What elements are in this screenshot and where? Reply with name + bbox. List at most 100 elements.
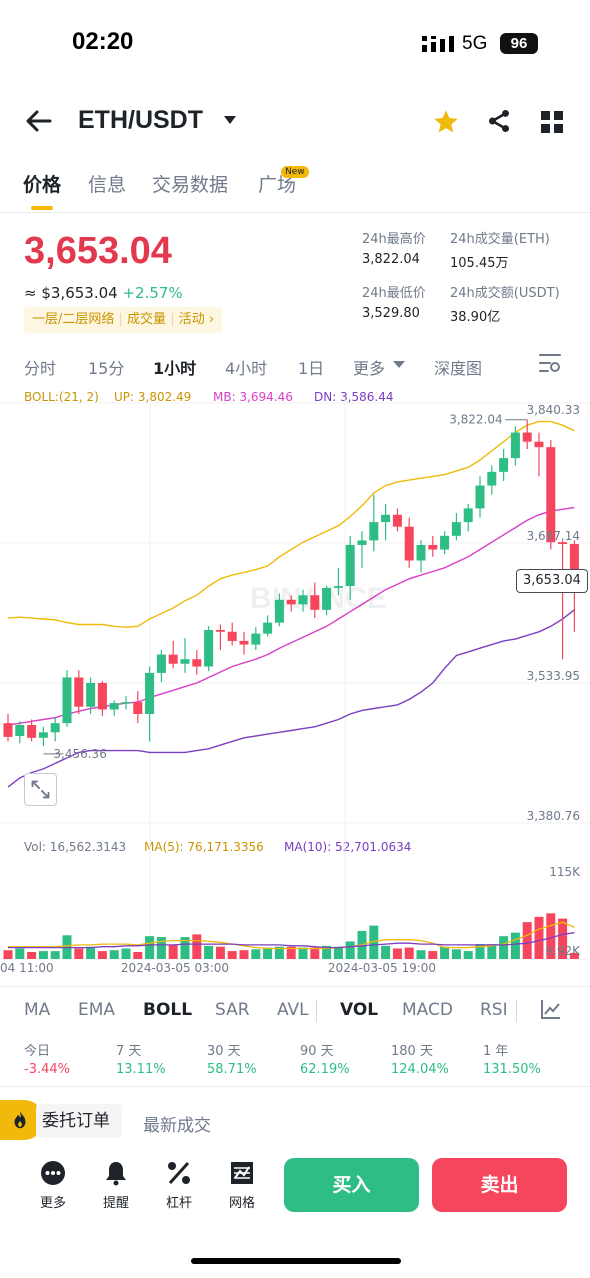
performance-period-label: 1 年 <box>483 1044 509 1059</box>
interval-15m[interactable]: 15分 <box>88 359 125 378</box>
grid-bot-icon <box>231 1162 253 1184</box>
volume-bar <box>15 948 25 959</box>
volume-bar <box>97 951 107 959</box>
tab-price[interactable]: 价格 <box>23 174 62 196</box>
indicator-settings-icon[interactable] <box>540 998 562 1020</box>
layout-grid-icon[interactable] <box>540 110 564 134</box>
volume-ma5-line <box>8 921 575 950</box>
tab-open-orders[interactable]: 委托订单 <box>36 1104 122 1138</box>
volume-bar <box>546 913 556 959</box>
candle-body <box>286 599 296 605</box>
chip-volume[interactable]: 成交量 <box>127 312 167 327</box>
interval-4h[interactable]: 4小时 <box>225 359 268 378</box>
indicator-ma[interactable]: MA <box>24 1000 51 1020</box>
volume-bar <box>381 945 391 959</box>
candle-body <box>534 441 544 448</box>
candle-body <box>546 447 556 543</box>
candle-body <box>298 595 308 605</box>
nav-grid[interactable]: 网格 <box>218 1160 266 1211</box>
volume-chart[interactable]: 115K 9.92K 04 11:00 2024-03-05 03:00 2024-03… <box>0 838 590 974</box>
interval-more[interactable]: 更多 <box>353 359 386 378</box>
signal-icon <box>422 36 454 52</box>
back-arrow-icon[interactable] <box>24 106 54 136</box>
performance-period-value: -3.44% <box>24 1062 70 1077</box>
volume-bar <box>440 946 450 959</box>
volume-bar <box>251 949 261 959</box>
nav-leverage[interactable]: 杠杆 <box>155 1160 203 1211</box>
caret-down-icon[interactable] <box>224 116 236 124</box>
chevron-right-icon[interactable]: › <box>208 312 215 327</box>
candle-body <box>369 522 379 541</box>
indicator-boll[interactable]: BOLL <box>143 1000 193 1020</box>
tab-trading-data[interactable]: 交易数据 <box>152 174 229 196</box>
candle-body <box>27 724 37 738</box>
percent-icon <box>168 1161 190 1185</box>
status-time: 02:20 <box>72 28 134 55</box>
buy-button[interactable]: 买入 <box>284 1158 419 1212</box>
candle-body <box>499 458 509 472</box>
share-icon[interactable] <box>486 108 512 134</box>
volume-bar <box>499 936 509 959</box>
home-indicator <box>191 1258 401 1264</box>
volume-bar <box>428 951 438 959</box>
candle-body <box>97 682 107 710</box>
pair-selector[interactable]: ETH/USDT <box>78 106 203 134</box>
interval-line[interactable]: 分时 <box>24 359 57 378</box>
indicator-rsi[interactable]: RSI <box>480 1000 508 1020</box>
volume-bar <box>133 951 143 959</box>
divider <box>0 986 590 987</box>
price-change: +2.57% <box>122 284 183 302</box>
volume-bar <box>463 951 473 959</box>
candle-body <box>145 672 155 715</box>
indicator-vol[interactable]: VOL <box>340 1000 379 1020</box>
performance-period-value: 58.71% <box>207 1062 257 1077</box>
volume-bar <box>451 949 461 959</box>
nav-grid-label: 网格 <box>228 1196 255 1211</box>
volume-bar <box>310 947 320 959</box>
sell-button[interactable]: 卖出 <box>432 1158 567 1212</box>
price-axis-label: 3,840.33 <box>527 403 580 417</box>
nav-more[interactable]: 更多 <box>29 1160 77 1211</box>
performance-period-value: 124.04% <box>391 1062 449 1077</box>
interval-1d[interactable]: 1日 <box>298 359 325 378</box>
volume-bar <box>180 937 190 959</box>
caret-down-icon[interactable] <box>393 361 405 368</box>
volume-bar <box>74 948 84 959</box>
interval-1h[interactable]: 1小时 <box>153 359 197 378</box>
chip-layer[interactable]: 一层/二层网络 <box>32 312 115 327</box>
favorite-star-icon[interactable] <box>432 108 460 136</box>
volume-bar <box>298 947 308 959</box>
performance-period-value: 13.11% <box>116 1062 166 1077</box>
candlestick-chart[interactable]: BINANCE 3,822.043,456.36 3,840.333,687.1… <box>0 398 590 838</box>
candle-body <box>192 659 202 667</box>
candle-body <box>251 633 261 645</box>
volume-bar <box>274 946 284 959</box>
candle-body <box>50 723 60 733</box>
vol-eth-label: 24h成交量(ETH) <box>450 232 550 247</box>
fiat-price-row: ≈ $3,653.04 +2.57% <box>24 284 183 302</box>
chart-settings-icon[interactable] <box>538 352 562 374</box>
chip-activity[interactable]: 活动 <box>178 312 205 327</box>
boll-mb-value: MB: 3,694.46 <box>213 390 293 404</box>
indicator-avl[interactable]: AVL <box>277 1000 309 1020</box>
low-value: 3,529.80 <box>362 306 420 321</box>
nav-alert[interactable]: 提醒 <box>92 1160 140 1211</box>
volume-bar <box>392 948 402 959</box>
volume-bar <box>109 950 119 959</box>
tag-chips[interactable]: 一层/二层网络 | 成交量 | 活动 › <box>24 307 223 333</box>
price-axis-label: 3,380.76 <box>527 809 580 823</box>
tab-info[interactable]: 信息 <box>88 174 127 196</box>
tab-latest-trades[interactable]: 最新成交 <box>143 1116 211 1136</box>
candle-body <box>38 732 48 738</box>
nav-more-label: 更多 <box>39 1196 66 1211</box>
expand-chart-icon[interactable] <box>24 773 57 806</box>
candle-body <box>333 586 343 588</box>
indicator-macd[interactable]: MACD <box>402 1000 453 1020</box>
tab-active-indicator <box>31 206 53 210</box>
indicator-sar[interactable]: SAR <box>215 1000 250 1020</box>
candle-body <box>451 522 461 536</box>
indicator-ema[interactable]: EMA <box>78 1000 116 1020</box>
depth-chart-tab[interactable]: 深度图 <box>434 359 483 378</box>
tab-square[interactable]: 广场 <box>258 174 297 196</box>
volume-bar <box>534 916 544 959</box>
